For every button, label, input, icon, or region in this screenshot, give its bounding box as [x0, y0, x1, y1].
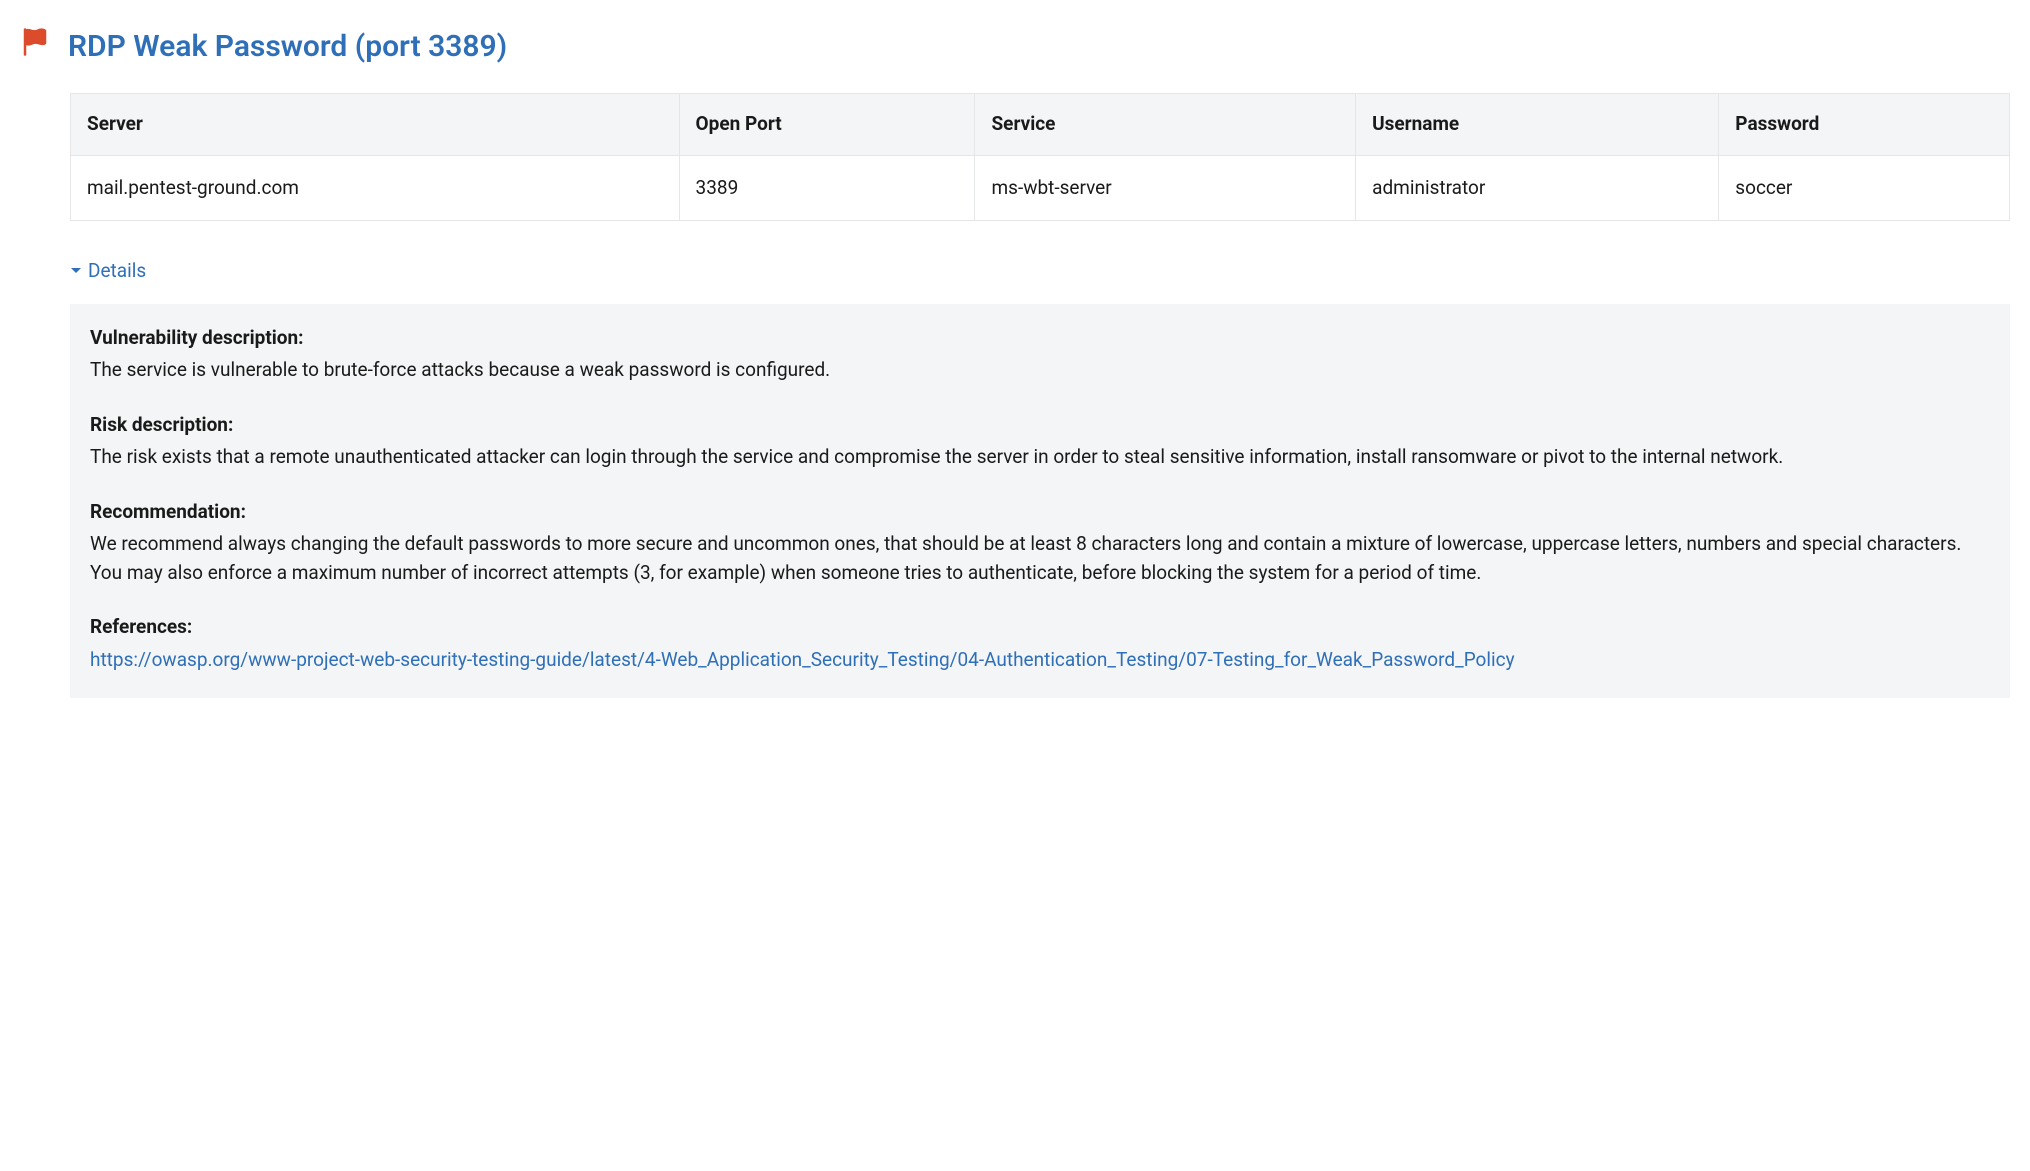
risk-desc-heading: Risk description:: [90, 411, 1990, 440]
col-open-port: Open Port: [679, 94, 975, 156]
col-server: Server: [71, 94, 680, 156]
vulnerability-title: RDP Weak Password (port 3389): [68, 24, 507, 69]
recommendation-section: Recommendation: We recommend always chan…: [90, 498, 1990, 588]
cell-service: ms-wbt-server: [975, 155, 1356, 221]
chevron-down-icon: [70, 257, 82, 286]
vulnerability-header: RDP Weak Password (port 3389): [20, 24, 2010, 69]
vuln-desc-text: The service is vulnerable to brute-force…: [90, 356, 1990, 385]
col-password: Password: [1719, 94, 2010, 156]
details-toggle-label: Details: [88, 257, 146, 286]
cell-password: soccer: [1719, 155, 2010, 221]
vulnerability-description-section: Vulnerability description: The service i…: [90, 324, 1990, 385]
table-header-row: Server Open Port Service Username Passwo…: [71, 94, 2010, 156]
references-section: References: https://owasp.org/www-projec…: [90, 613, 1990, 674]
table-row: mail.pentest-ground.com 3389 ms-wbt-serv…: [71, 155, 2010, 221]
cell-username: administrator: [1356, 155, 1719, 221]
col-username: Username: [1356, 94, 1719, 156]
recommendation-text: We recommend always changing the default…: [90, 530, 1990, 587]
references-heading: References:: [90, 613, 1990, 642]
flag-icon: [20, 27, 50, 66]
col-service: Service: [975, 94, 1356, 156]
details-panel: Vulnerability description: The service i…: [70, 304, 2010, 699]
risk-desc-text: The risk exists that a remote unauthenti…: [90, 443, 1990, 472]
cell-server: mail.pentest-ground.com: [71, 155, 680, 221]
reference-link[interactable]: https://owasp.org/www-project-web-securi…: [90, 646, 1990, 675]
recommendation-heading: Recommendation:: [90, 498, 1990, 527]
vuln-desc-heading: Vulnerability description:: [90, 324, 1990, 353]
details-toggle[interactable]: Details: [70, 257, 146, 286]
results-table: Server Open Port Service Username Passwo…: [70, 93, 2010, 221]
cell-open-port: 3389: [679, 155, 975, 221]
risk-description-section: Risk description: The risk exists that a…: [90, 411, 1990, 472]
